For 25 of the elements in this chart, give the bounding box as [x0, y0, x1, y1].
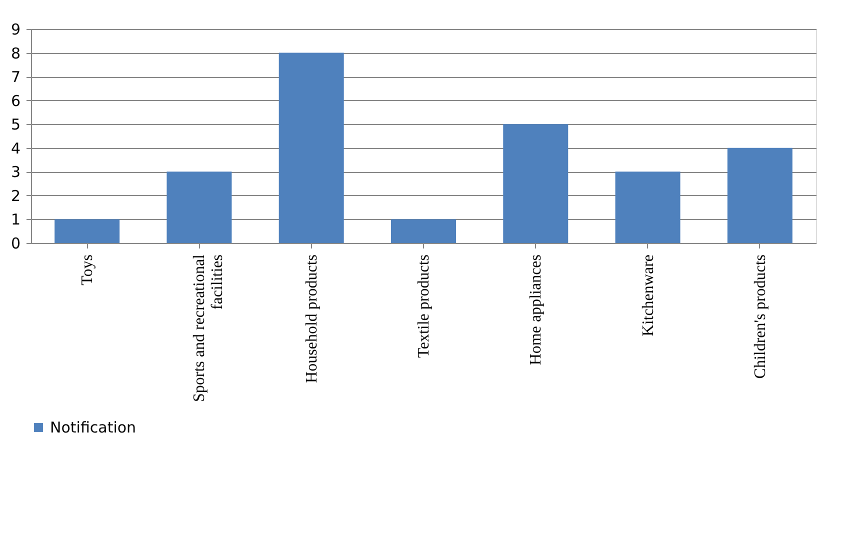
x-tick-label: Home appliances: [528, 254, 545, 366]
legend-label: Notification: [50, 418, 136, 436]
y-tick-label: 5: [10, 116, 20, 134]
y-tick-label: 6: [10, 92, 20, 110]
bar: [727, 148, 792, 243]
x-tick-label: Sports and recreational facilities: [191, 254, 226, 402]
bar: [391, 219, 456, 243]
y-tick-label: 9: [10, 20, 20, 38]
x-tick-label: Household products: [303, 254, 320, 383]
y-tick-label: 7: [10, 68, 20, 86]
y-tick-label: 4: [10, 139, 20, 158]
y-tick-label: 8: [10, 44, 20, 62]
x-tick-label: Kitchenware: [640, 254, 657, 336]
y-tick-label: 0: [10, 234, 20, 252]
bar: [503, 124, 568, 243]
bar: [166, 172, 232, 243]
x-tick-label: Children's products: [752, 254, 769, 379]
y-tick-label: 3: [10, 163, 20, 182]
bar: [278, 52, 344, 243]
x-tick-label: Textile products: [416, 254, 432, 358]
y-tick-label: 2: [10, 186, 20, 205]
bar: [54, 219, 120, 243]
x-tick-label: Toys: [79, 254, 96, 286]
bar: [615, 172, 680, 243]
y-tick-label: 1: [10, 210, 20, 229]
